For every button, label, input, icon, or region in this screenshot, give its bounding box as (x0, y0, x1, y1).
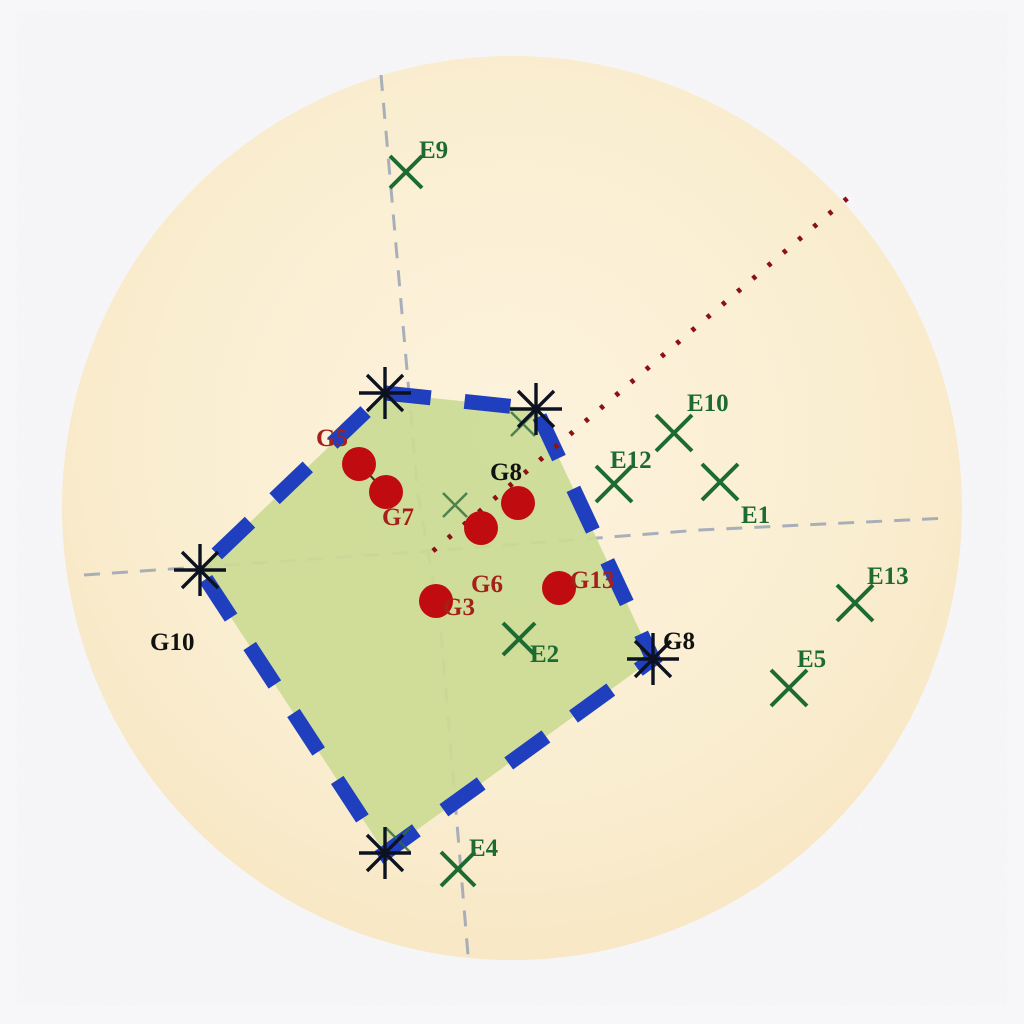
safe-polygon-edge (190, 385, 663, 864)
star-marker (510, 383, 562, 435)
dot-g3 (419, 584, 453, 618)
x-marker-e4 (439, 850, 477, 888)
x-marker-e2 (501, 621, 537, 657)
x-marker-e12 (594, 464, 634, 504)
x-marker-e9 (388, 154, 424, 190)
x-marker-icon (442, 492, 468, 518)
star-marker (174, 544, 226, 596)
x-marker-e10 (654, 413, 694, 453)
x-marker-e13 (835, 583, 875, 623)
star-marker (359, 367, 411, 419)
x-marker-e1 (700, 462, 740, 502)
dot-g7 (369, 475, 403, 509)
safe-polygon (190, 385, 663, 864)
dot-g8 (501, 486, 535, 520)
star-marker (359, 827, 411, 879)
dot-g5 (342, 447, 376, 481)
dot-g8b (464, 511, 498, 545)
environment-markers (388, 154, 875, 888)
vertex-stars (174, 367, 679, 879)
gravity-markers (342, 447, 576, 618)
dot-g13 (542, 571, 576, 605)
x-marker-e5 (769, 668, 809, 708)
star-marker (627, 633, 679, 685)
